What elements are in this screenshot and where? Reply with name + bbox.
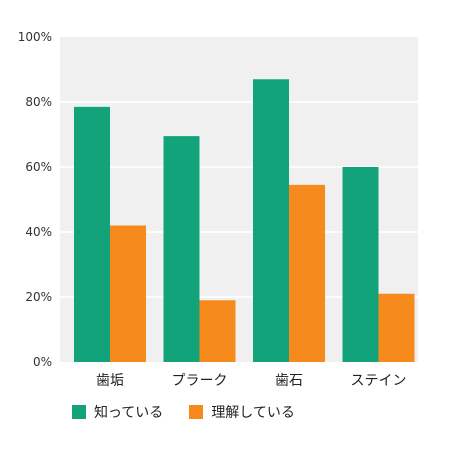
bar-understood: [199, 300, 236, 362]
y-tick-label: 100%: [18, 30, 52, 44]
legend: 知っている 理解している: [72, 402, 295, 422]
bar-known: [253, 79, 289, 362]
y-tick-label: 20%: [25, 290, 52, 304]
category-labels: 歯垢 プラーク 歯石 ステイン: [96, 373, 407, 389]
bar-understood: [110, 225, 146, 362]
y-tick-label: 40%: [25, 225, 52, 239]
y-tick-label: 60%: [25, 160, 52, 174]
category-label: プラーク: [172, 373, 228, 389]
bar-understood: [289, 184, 325, 362]
bar-known: [74, 106, 110, 362]
category-label: 歯垢: [96, 373, 124, 389]
legend-swatch-known: [72, 405, 86, 419]
legend-item-known: 知っている: [72, 402, 163, 422]
legend-label-known: 知っている: [94, 405, 164, 421]
bar-known: [342, 167, 379, 362]
legend-item-understood: 理解している: [189, 402, 295, 422]
category-label: 歯石: [275, 373, 303, 389]
legend-label-understood: 理解している: [211, 405, 295, 421]
bar-understood: [378, 293, 415, 362]
y-tick-label: 80%: [25, 95, 52, 109]
y-tick-labels: 0% 20% 40% 60% 80% 100%: [18, 30, 52, 369]
legend-swatch-understood: [189, 405, 204, 419]
category-label: ステイン: [351, 373, 407, 389]
bar-known: [163, 136, 200, 362]
y-tick-label: 0%: [33, 355, 52, 369]
bars: [74, 79, 415, 362]
